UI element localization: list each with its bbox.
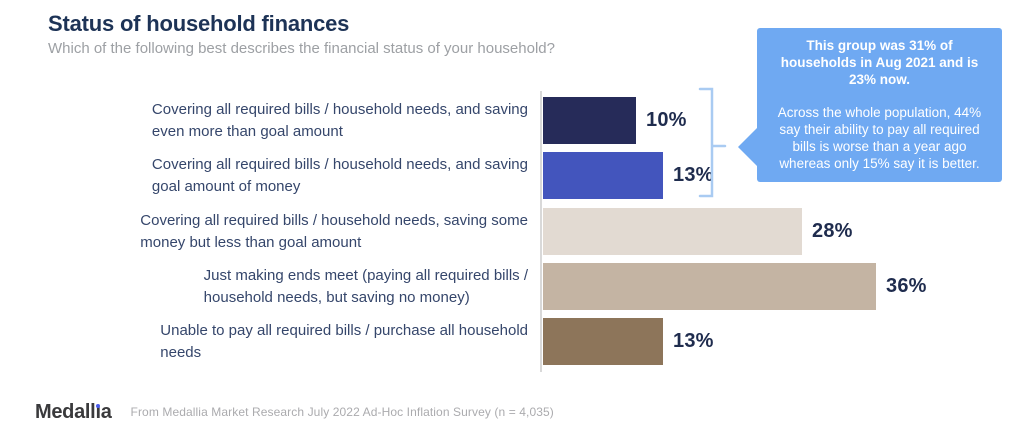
bar-saving-more-than-goal — [543, 97, 636, 144]
category-label-cell: Covering all required bills / household … — [30, 152, 528, 199]
annotation-body: Across the whole population, 44% say the… — [777, 105, 982, 171]
value-label: 13% — [673, 330, 714, 352]
footer: Medallı a From Medallia Market Research J… — [35, 398, 554, 426]
category-label: Covering all required bills / household … — [140, 211, 528, 251]
bar-area: 36% — [543, 263, 927, 310]
category-label-cell: Unable to pay all required bills / purch… — [30, 318, 528, 365]
annotation-headline: This group was 31% of households in Aug … — [780, 38, 979, 87]
logo-text: Medall — [35, 400, 96, 423]
value-label: 13% — [673, 164, 714, 186]
page-title: Status of household finances — [48, 11, 350, 36]
chart-row: Covering all required bills / household … — [0, 152, 1024, 199]
page-subtitle: Which of the following best describes th… — [48, 40, 555, 57]
bar-saving-goal-amount — [543, 152, 663, 199]
logo-i-stem: ı — [95, 400, 101, 423]
category-label: Covering all required bills / household … — [151, 100, 528, 140]
bar-area: 10% — [543, 97, 687, 144]
bar-saving-some-money — [543, 208, 802, 255]
axis-baseline — [540, 91, 542, 372]
bar-area: 13% — [543, 152, 714, 199]
bar-making-ends-meet — [543, 263, 876, 310]
chart-row: Covering all required bills / household … — [0, 97, 1024, 144]
bar-area: 13% — [543, 318, 714, 365]
category-label-cell: Covering all required bills / household … — [30, 208, 528, 255]
chart-row: Just making ends meet (paying all requir… — [0, 263, 1024, 310]
chart-row: Unable to pay all required bills / purch… — [0, 318, 1024, 365]
annotation-callout: This group was 31% of households in Aug … — [738, 28, 1002, 182]
value-label: 36% — [886, 275, 927, 297]
bar-area: 28% — [543, 208, 853, 255]
bar-unable-to-pay — [543, 318, 663, 365]
value-label: 28% — [812, 220, 853, 242]
category-label-cell: Covering all required bills / household … — [30, 97, 528, 144]
source-note: From Medallia Market Research July 2022 … — [130, 405, 554, 419]
category-label: Unable to pay all required bills / purch… — [160, 321, 528, 361]
category-label: Covering all required bills / household … — [151, 155, 528, 195]
chart-row: Covering all required bills / household … — [0, 208, 1024, 255]
bracket-icon — [698, 87, 727, 198]
medallia-logo: Medallı a — [35, 401, 112, 424]
logo-text-end: a — [100, 400, 112, 423]
logo-i: ı — [95, 400, 101, 424]
value-label: 10% — [646, 109, 687, 131]
logo-dot-icon — [96, 403, 101, 408]
category-label: Just making ends meet (paying all requir… — [203, 266, 528, 306]
category-label-cell: Just making ends meet (paying all requir… — [30, 263, 528, 310]
callout-tail-icon — [738, 127, 758, 167]
